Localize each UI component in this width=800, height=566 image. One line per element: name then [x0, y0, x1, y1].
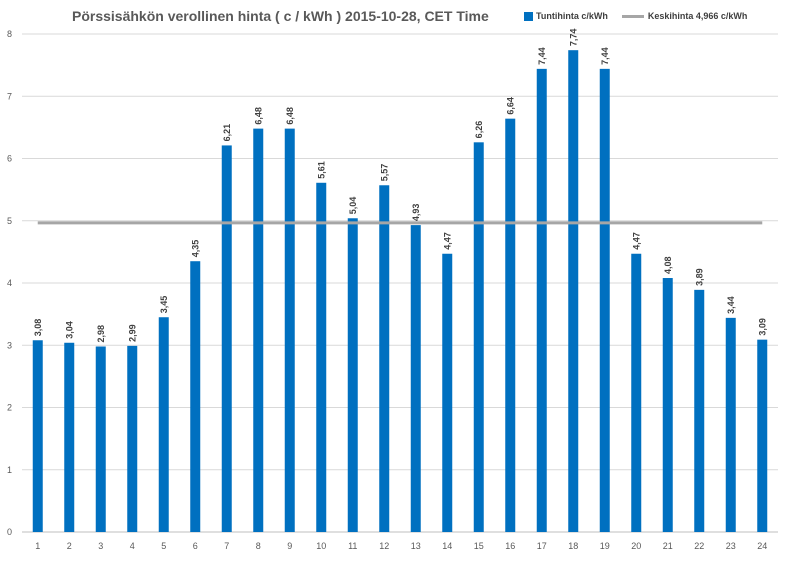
legend: Tuntihinta c/kWh Keskihinta 4,966 c/kWh [524, 11, 761, 21]
bar [662, 278, 673, 532]
data-label: 3,89 [694, 268, 704, 286]
data-label: 3,04 [64, 321, 74, 339]
data-label: 6,26 [474, 121, 484, 139]
x-tick-label: 15 [474, 541, 484, 551]
data-label: 3,09 [757, 318, 767, 336]
x-tick-label: 7 [224, 541, 229, 551]
x-tick-label: 1 [35, 541, 40, 551]
data-label: 5,04 [348, 197, 358, 215]
bar [599, 68, 610, 533]
bar [694, 289, 705, 532]
x-tick-label: 10 [316, 541, 326, 551]
legend-swatch-line [621, 14, 644, 18]
bar [473, 142, 484, 532]
y-tick-label: 1 [7, 465, 12, 475]
y-tick-label: 8 [7, 29, 12, 39]
x-tick-label: 23 [726, 541, 736, 551]
bar [410, 225, 421, 533]
bar [64, 342, 75, 532]
bar [536, 68, 547, 533]
x-tick-label: 24 [757, 541, 767, 551]
legend-item-average-price: Keskihinta 4,966 c/kWh [621, 11, 748, 21]
x-tick-label: 3 [98, 541, 103, 551]
x-tick-label: 22 [694, 541, 704, 551]
bar [568, 50, 579, 533]
x-tick-label: 19 [600, 541, 610, 551]
data-label: 7,44 [600, 47, 610, 65]
bar [127, 345, 138, 532]
legend-swatch-bar [524, 11, 533, 21]
bar [95, 346, 106, 532]
legend-label-hourly-price: Tuntihinta c/kWh [536, 11, 608, 21]
x-tick-label: 11 [348, 541, 357, 551]
y-tick-label: 3 [7, 340, 12, 350]
data-label: 5,61 [316, 161, 326, 179]
x-tick-label: 21 [663, 541, 673, 551]
data-label: 5,57 [379, 164, 389, 182]
x-tick-label: 16 [505, 541, 515, 551]
x-tick-label: 12 [379, 541, 389, 551]
y-tick-label: 6 [7, 154, 12, 164]
data-label: 7,44 [537, 47, 547, 65]
x-tick-label: 6 [193, 541, 198, 551]
data-label: 7,74 [568, 29, 578, 47]
data-label: 6,64 [505, 97, 515, 115]
data-label: 4,47 [631, 232, 641, 250]
data-label: 2,99 [127, 324, 137, 342]
data-label: 6,21 [222, 124, 232, 142]
bar [284, 128, 295, 532]
bar [347, 218, 358, 532]
bar [505, 118, 516, 532]
legend-item-hourly-price: Tuntihinta c/kWh [524, 11, 608, 21]
bar [190, 261, 201, 532]
x-tick-label: 5 [161, 541, 166, 551]
legend-label-average-price: Keskihinta 4,966 c/kWh [647, 11, 748, 21]
data-label: 2,98 [96, 325, 106, 343]
data-label: 6,48 [285, 107, 295, 125]
bar [757, 339, 768, 532]
bar [379, 185, 390, 532]
bar [631, 253, 642, 532]
x-tick-label: 20 [631, 541, 641, 551]
x-tick-label: 18 [568, 541, 578, 551]
x-tick-label: 2 [67, 541, 72, 551]
data-label: 4,47 [442, 232, 452, 250]
y-tick-label: 0 [7, 527, 12, 537]
bar [32, 340, 43, 532]
data-label: 6,48 [253, 107, 263, 125]
x-tick-label: 14 [442, 541, 452, 551]
x-tick-label: 13 [411, 541, 421, 551]
x-tick-label: 4 [130, 541, 135, 551]
bar [725, 317, 736, 532]
y-tick-label: 2 [7, 403, 12, 413]
data-label: 3,08 [33, 319, 43, 337]
x-tick-label: 9 [287, 541, 292, 551]
bar [253, 128, 264, 532]
y-tick-label: 7 [7, 91, 12, 101]
data-label: 4,08 [663, 256, 673, 274]
data-label: 3,44 [726, 296, 736, 314]
data-label: 4,35 [190, 240, 200, 258]
y-tick-label: 4 [7, 278, 12, 288]
bar [221, 145, 232, 533]
data-label: 3,45 [159, 296, 169, 314]
bar [316, 182, 327, 532]
x-tick-label: 8 [256, 541, 261, 551]
bar [158, 317, 169, 532]
y-tick-label: 5 [7, 216, 12, 226]
data-label: 4,93 [411, 204, 421, 222]
bar [442, 253, 453, 532]
chart-title: Pörssisähkön verollinen hinta ( c / kWh … [72, 8, 489, 24]
x-tick-label: 17 [537, 541, 547, 551]
